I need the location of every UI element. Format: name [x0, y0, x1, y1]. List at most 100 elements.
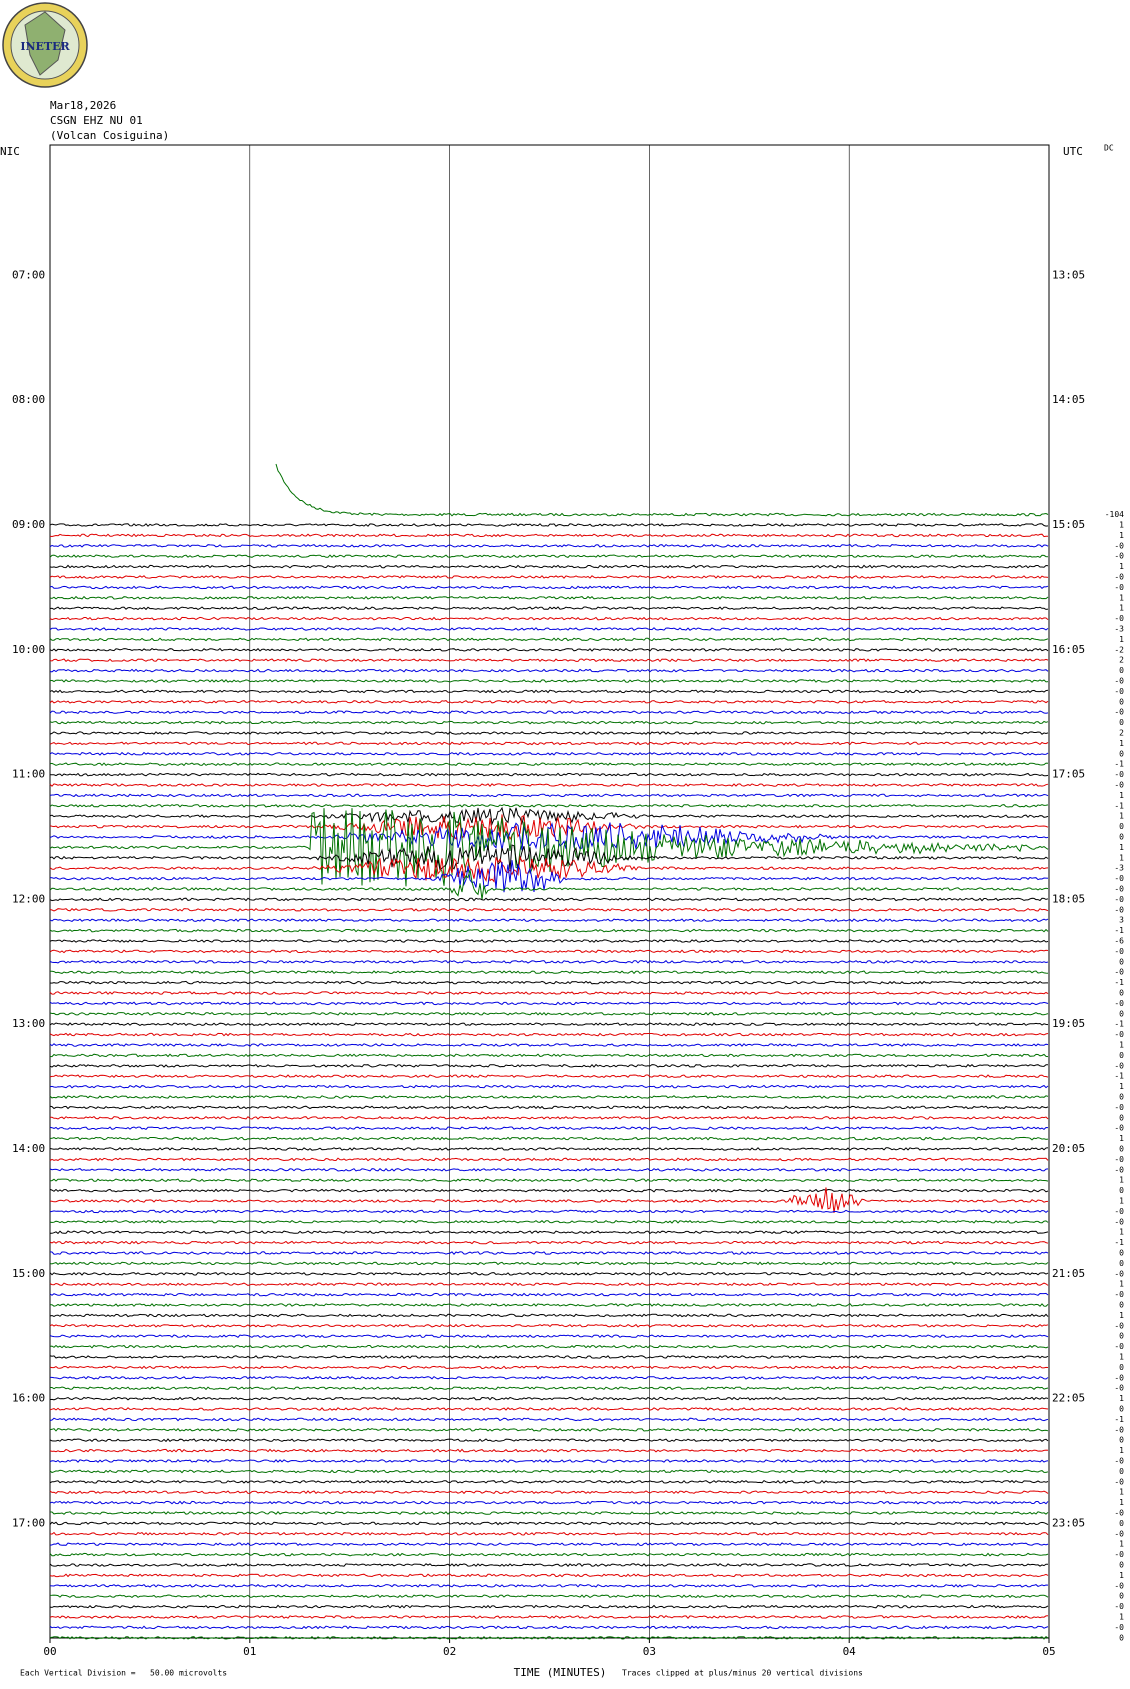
dc-offset: -0 — [1114, 1217, 1124, 1226]
trace — [49, 1251, 1049, 1255]
trace — [49, 1157, 1049, 1162]
trace — [49, 1240, 1049, 1245]
dc-offset: 0 — [1119, 833, 1124, 842]
trace — [49, 1625, 1049, 1630]
left-hour-label: 15:00 — [12, 1267, 45, 1280]
dc-offset: 0 — [1119, 957, 1124, 966]
right-hour-label: 20:05 — [1052, 1142, 1085, 1155]
trace — [49, 585, 1049, 590]
trace — [49, 1095, 1049, 1099]
trace — [49, 844, 1049, 871]
dc-offset: 0 — [1119, 1363, 1124, 1372]
dc-offset: 0 — [1119, 1301, 1124, 1310]
trace — [49, 814, 1049, 841]
trace — [50, 970, 1049, 975]
dc-offset: 0 — [1119, 1519, 1124, 1528]
trace — [49, 751, 1049, 756]
dc-offset: -0 — [1114, 573, 1124, 582]
trace — [49, 1438, 1049, 1443]
trace — [49, 793, 1049, 798]
dc-offset: 1 — [1119, 739, 1124, 748]
dc-offset: -2 — [1114, 645, 1124, 654]
trace — [49, 564, 1049, 569]
dc-label: DC — [1104, 144, 1114, 153]
trace — [49, 1187, 1049, 1213]
dc-offset: 1 — [1119, 593, 1124, 602]
dc-offset: 1 — [1119, 1082, 1124, 1091]
dc-offset: -0 — [1114, 905, 1124, 914]
trace — [49, 1261, 1049, 1266]
dc-offset: -3 — [1114, 625, 1124, 634]
trace — [49, 647, 1049, 652]
dc-offset: 1 — [1119, 1176, 1124, 1185]
trace — [49, 928, 1049, 933]
trace — [49, 1479, 1049, 1484]
trace — [49, 1355, 1049, 1359]
dc-offset: -0 — [1114, 1030, 1124, 1039]
trace — [49, 668, 1049, 673]
dc-offset: 0 — [1119, 1009, 1124, 1018]
trace — [49, 1136, 1049, 1141]
left-hour-label: 07:00 — [12, 268, 45, 281]
trace — [49, 1396, 1049, 1401]
dc-offset: 0 — [1119, 822, 1124, 831]
right-hour-label: 18:05 — [1052, 892, 1085, 905]
trace — [49, 1063, 1049, 1068]
dc-offset: -0 — [1114, 781, 1124, 790]
dc-offset: -0 — [1114, 947, 1124, 956]
trace — [49, 595, 1049, 600]
right-hour-label: 19:05 — [1052, 1017, 1085, 1030]
dc-offset: -6 — [1114, 937, 1124, 946]
trace — [49, 855, 1049, 883]
dc-offset: -0 — [1114, 1269, 1124, 1278]
dc-offset: -0 — [1114, 1384, 1124, 1393]
trace — [49, 939, 1049, 943]
dc-offset: -0 — [1114, 885, 1124, 894]
dc-offset: 0 — [1119, 1249, 1124, 1258]
scale-note: Each Vertical Division = 50.00 microvolt… — [20, 1669, 227, 1678]
trace — [49, 918, 1049, 923]
dc-offset: 0 — [1119, 1405, 1124, 1414]
dc-offset: 1 — [1119, 1041, 1124, 1050]
dc-offset: -1 — [1114, 1072, 1124, 1081]
trace — [49, 1490, 1049, 1495]
trace — [49, 1500, 1049, 1505]
right-hour-label: 21:05 — [1052, 1267, 1085, 1280]
trace — [49, 1594, 1049, 1599]
dc-offset: -0 — [1114, 1457, 1124, 1466]
dc-offset: -0 — [1114, 1581, 1124, 1590]
title-line: Mar18,2026 — [50, 99, 116, 112]
trace — [49, 1209, 1049, 1214]
dc-offset: 1 — [1119, 635, 1124, 644]
dc-offset: -0 — [1114, 708, 1124, 717]
trace — [49, 1032, 1049, 1037]
dc-offset: 1 — [1119, 1353, 1124, 1362]
left-hour-label: 09:00 — [12, 518, 45, 531]
dc-offset: 2 — [1119, 729, 1124, 738]
trace — [49, 1583, 1049, 1588]
trace — [49, 762, 1049, 767]
dc-offset: -0 — [1114, 1509, 1124, 1518]
dc-offset: 1 — [1119, 791, 1124, 800]
trace — [49, 533, 1049, 538]
trace — [49, 1147, 1049, 1151]
x-tick-label: 04 — [843, 1645, 857, 1658]
trace — [49, 1615, 1049, 1619]
dc-offset: 1 — [1119, 1394, 1124, 1403]
dc-offset: -0 — [1114, 1550, 1124, 1559]
trace — [49, 1459, 1049, 1463]
dc-offset: 1 — [1119, 604, 1124, 613]
right-hour-label: 15:05 — [1052, 518, 1085, 531]
dc-offset: 0 — [1119, 1633, 1124, 1642]
plot-frame — [49, 144, 1050, 1639]
trace — [49, 1053, 1049, 1058]
dc-offset: 1 — [1119, 521, 1124, 530]
right-hour-label: 14:05 — [1052, 393, 1085, 406]
dc-offset: -0 — [1114, 895, 1124, 904]
trace — [49, 1573, 1049, 1578]
right-hour-label: 22:05 — [1052, 1392, 1085, 1405]
x-tick-label: 03 — [643, 1645, 656, 1658]
dc-offset: -0 — [1114, 1061, 1124, 1070]
dc-offset: -1 — [1114, 1020, 1124, 1029]
